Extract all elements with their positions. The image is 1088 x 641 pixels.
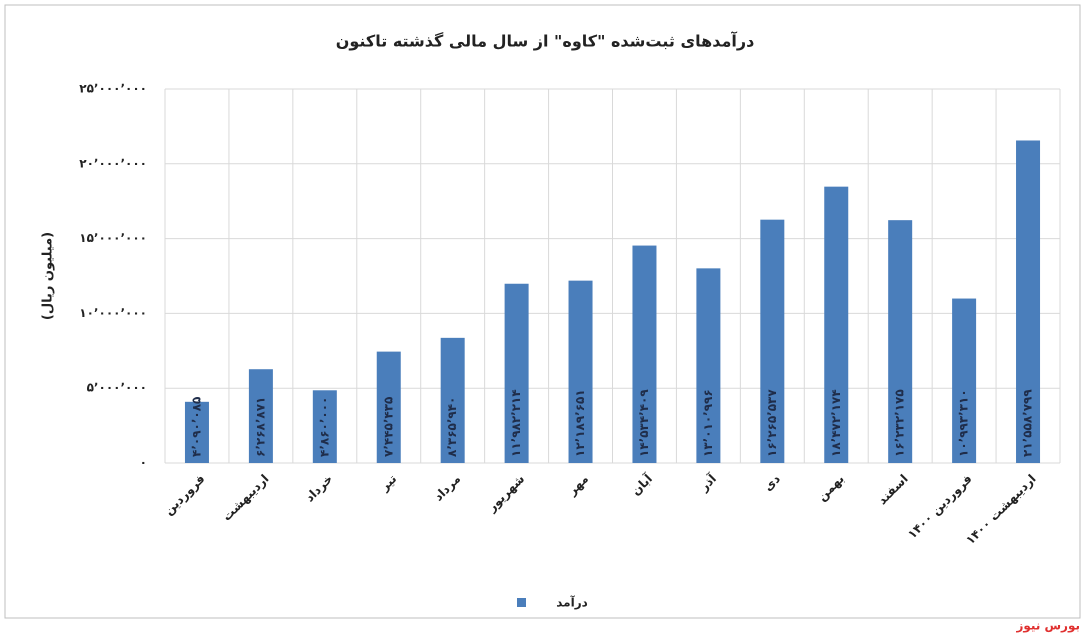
data-label: ۱۰٬۹۹۳٬۳۱۰: [957, 389, 971, 457]
y-tick-label: ۰: [140, 456, 147, 470]
bar: [888, 220, 913, 463]
bar: [376, 351, 401, 463]
bar: [696, 268, 721, 463]
y-tick-label: ۲۵٬۰۰۰٬۰۰۰: [79, 82, 147, 96]
bar: [312, 390, 337, 463]
bar: [504, 283, 529, 463]
bar: [1016, 140, 1041, 464]
bar: [248, 369, 273, 463]
bar: [184, 401, 209, 463]
data-label: ۴٬۰۹۰٬۰۸۵: [189, 397, 203, 457]
bar: [568, 280, 593, 463]
data-label: ۱۲٬۱۸۹٬۶۵۱: [573, 389, 587, 457]
bar: [632, 245, 657, 463]
legend-label: درآمد: [556, 595, 588, 610]
chart-title: درآمدهای ثبت‌شده "کاوه" از سال مالی گذشت…: [336, 31, 755, 51]
data-label: ۱۶٬۲۶۵٬۵۳۷: [765, 389, 779, 457]
data-label: ۱۶٬۲۳۲٬۱۷۵: [893, 389, 907, 457]
y-tick-label: ۵٬۰۰۰٬۰۰۰: [87, 381, 147, 395]
source: بورس نیوز: [1015, 619, 1080, 634]
legend-swatch: [517, 598, 526, 607]
y-tick-label: ۲۰٬۰۰۰٬۰۰۰: [79, 156, 147, 170]
data-label: ۸٬۳۶۵٬۹۴۰: [445, 397, 459, 457]
data-label: ۲۱٬۵۵۸٬۷۹۹: [1021, 389, 1035, 457]
data-label: ۱۱٬۹۸۲٬۲۱۴: [509, 389, 523, 457]
data-label: ۷٬۴۴۵٬۴۳۵: [381, 397, 395, 457]
y-axis-label: (میلیون ریال): [41, 232, 56, 320]
data-label: ۱۴٬۵۳۴٬۴۰۹: [637, 389, 651, 457]
data-label: ۶٬۲۶۸٬۸۷۱: [253, 397, 267, 457]
bar: [952, 298, 977, 463]
data-label: ۴٬۸۶۰٬۰۰۰: [317, 397, 331, 457]
y-tick-label: ۱۰٬۰۰۰٬۰۰۰: [79, 306, 147, 320]
bar: [824, 186, 849, 463]
data-label: ۱۸٬۴۷۲٬۱۷۴: [829, 389, 843, 457]
bar: [760, 219, 785, 463]
bar: [440, 337, 465, 463]
y-tick-label: ۱۵٬۰۰۰٬۰۰۰: [79, 231, 147, 245]
data-label: ۱۳٬۰۱۰٬۹۹۶: [701, 389, 715, 457]
